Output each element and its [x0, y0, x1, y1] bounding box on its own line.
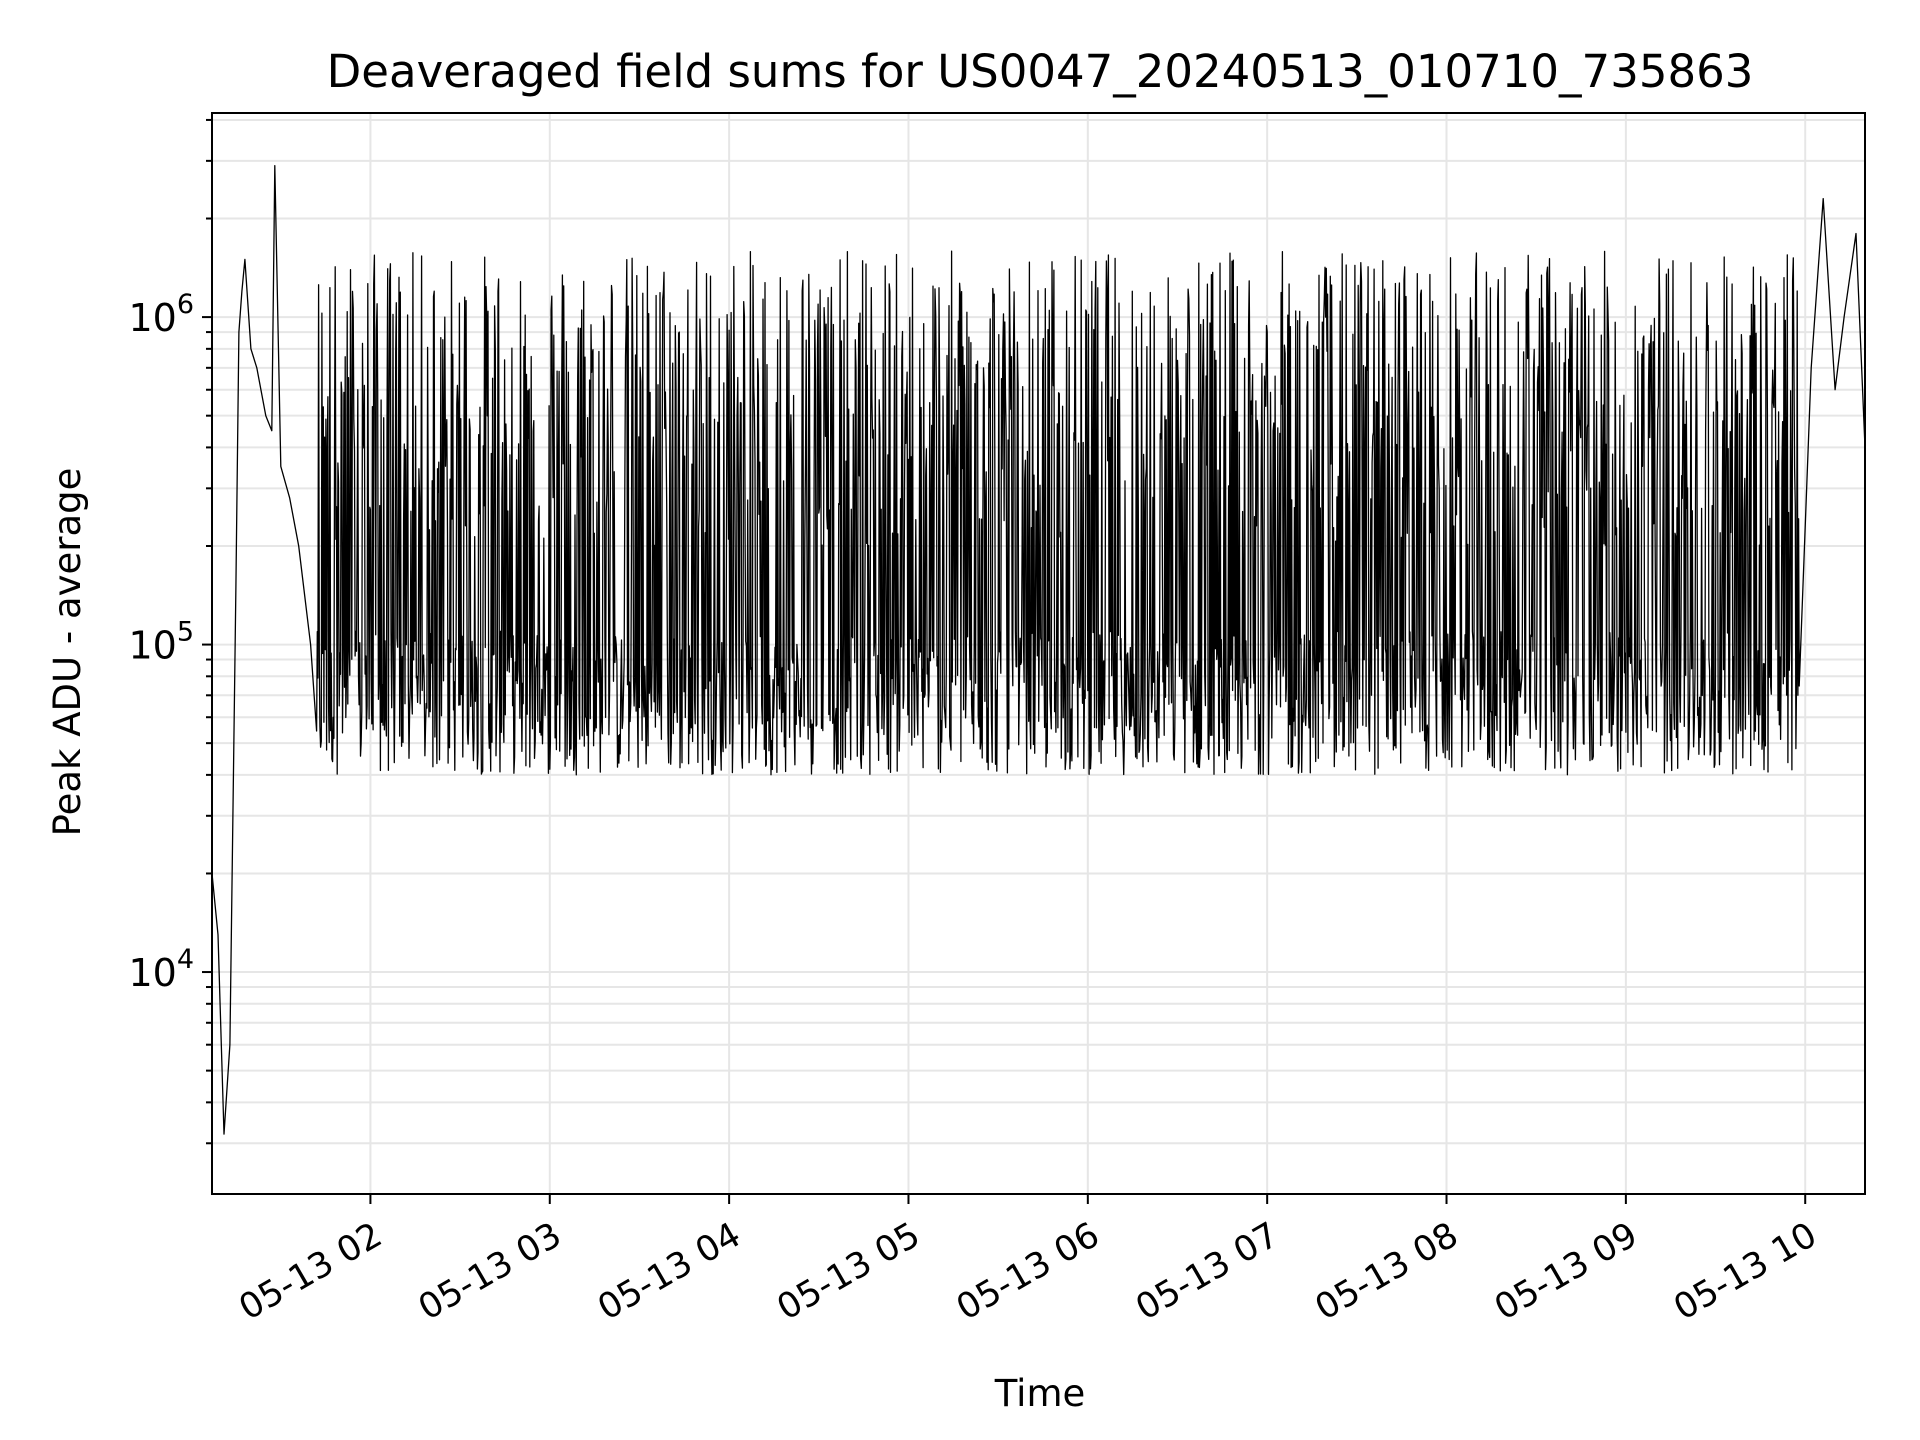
x-axis-label: Time — [994, 1372, 1086, 1415]
y-tick-label-base: 10 — [128, 296, 176, 340]
series-line-layer — [211, 165, 1866, 1135]
plot-frame — [211, 112, 1866, 1195]
y-tick-label-base: 10 — [128, 951, 176, 995]
y-axis-label: Peak ADU - average — [46, 468, 89, 837]
y-tick-label-exponent: 4 — [177, 944, 194, 975]
y-tick-label: 105 — [128, 617, 194, 668]
chart-title: Deaveraged field sums for US0047_2024051… — [327, 45, 1754, 98]
y-tick-label: 104 — [128, 944, 194, 995]
series-line — [211, 165, 1866, 1135]
y-tick-label-exponent: 6 — [177, 289, 194, 320]
y-tick-label-base: 10 — [128, 624, 176, 668]
y-tick-label-exponent: 5 — [177, 617, 194, 648]
y-tick-label: 106 — [128, 289, 194, 340]
